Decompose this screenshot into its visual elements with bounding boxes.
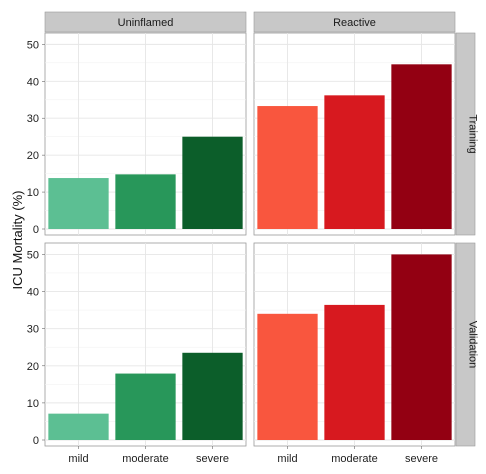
bar-reactive-training-moderate bbox=[324, 95, 385, 229]
strip-validation-bg bbox=[455, 242, 476, 447]
x-tick-label-uninflamed-mild: mild bbox=[68, 453, 88, 465]
strip-training-bg bbox=[455, 32, 476, 236]
strip-reactive-bg bbox=[253, 11, 456, 33]
bar-reactive-training-mild bbox=[257, 106, 318, 229]
bar-reactive-validation-moderate bbox=[324, 304, 385, 440]
bar-uninflamed-training-severe bbox=[182, 136, 243, 229]
y-tick-label-validation-40: 40 bbox=[27, 287, 39, 299]
bar-uninflamed-validation-mild bbox=[48, 413, 109, 440]
strip-label-validation: Validation bbox=[467, 321, 479, 369]
y-tick-label-validation-50: 50 bbox=[27, 249, 39, 261]
bar-reactive-validation-mild bbox=[257, 313, 318, 440]
x-tick-label-reactive-moderate: moderate bbox=[331, 453, 377, 465]
strip-label-reactive: Reactive bbox=[333, 17, 376, 29]
strip-uninflamed-bg bbox=[44, 11, 247, 33]
y-tick-label-validation-20: 20 bbox=[27, 361, 39, 373]
x-tick-label-reactive-severe: severe bbox=[405, 453, 438, 465]
y-tick-label-training-30: 30 bbox=[27, 113, 39, 125]
y-tick-label-validation-0: 0 bbox=[33, 435, 39, 447]
y-tick-label-training-50: 50 bbox=[27, 39, 39, 51]
y-tick-label-training-10: 10 bbox=[27, 187, 39, 199]
bar-uninflamed-training-moderate bbox=[115, 174, 176, 229]
y-axis-title: ICU Mortality (%) bbox=[10, 191, 25, 290]
bar-reactive-validation-severe bbox=[391, 254, 452, 440]
y-tick-label-training-0: 0 bbox=[33, 224, 39, 236]
y-tick-label-training-20: 20 bbox=[27, 150, 39, 162]
bar-uninflamed-validation-severe bbox=[182, 352, 243, 440]
bar-uninflamed-validation-moderate bbox=[115, 373, 176, 440]
x-tick-label-uninflamed-moderate: moderate bbox=[122, 453, 168, 465]
y-tick-label-validation-10: 10 bbox=[27, 398, 39, 410]
bar-uninflamed-training-mild bbox=[48, 178, 109, 229]
y-tick-label-validation-30: 30 bbox=[27, 324, 39, 336]
strip-label-uninflamed: Uninflamed bbox=[118, 17, 174, 29]
strip-label-training: Training bbox=[467, 114, 479, 153]
bar-reactive-training-severe bbox=[391, 64, 452, 229]
x-tick-label-uninflamed-severe: severe bbox=[196, 453, 229, 465]
x-tick-label-reactive-mild: mild bbox=[277, 453, 297, 465]
y-tick-label-training-40: 40 bbox=[27, 76, 39, 88]
